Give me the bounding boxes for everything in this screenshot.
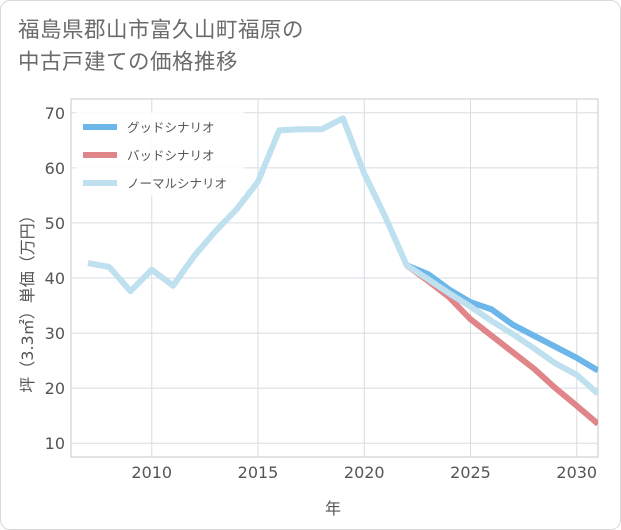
x-tick-label: 2015 bbox=[238, 463, 279, 482]
series-line-bad bbox=[404, 262, 598, 427]
chart-title: 福島県郡山市富久山町福原の 中古戸建ての価格推移 bbox=[18, 15, 438, 79]
y-tick-label: 50 bbox=[45, 214, 65, 233]
x-tick-label: 2030 bbox=[556, 463, 597, 482]
y-tick-label: 70 bbox=[45, 104, 65, 123]
y-axis-label: 坪（3.3㎡）単価（万円） bbox=[18, 207, 37, 392]
y-tick-label: 30 bbox=[45, 324, 65, 343]
plot-frame bbox=[70, 98, 599, 458]
x-axis-label: 年 bbox=[325, 499, 341, 518]
y-tick-label: 10 bbox=[45, 434, 65, 453]
x-tick-label: 2010 bbox=[131, 463, 172, 482]
series-line-normal bbox=[87, 115, 598, 396]
y-tick-label: 20 bbox=[45, 379, 65, 398]
title-line-1: 福島県郡山市富久山町福原の bbox=[18, 18, 305, 43]
y-tick-label: 60 bbox=[45, 159, 65, 178]
series-line-good bbox=[405, 262, 598, 374]
legend-label: ノーマルシナリオ bbox=[127, 176, 227, 191]
title-line-2: 中古戸建ての価格推移 bbox=[18, 50, 239, 75]
y-tick-label: 40 bbox=[45, 269, 65, 288]
x-tick-label: 2020 bbox=[344, 463, 385, 482]
series-lines bbox=[87, 115, 598, 427]
legend-label: グッドシナリオ bbox=[127, 120, 215, 135]
x-tick-label: 2025 bbox=[450, 463, 491, 482]
legend-label: バッドシナリオ bbox=[127, 148, 215, 163]
